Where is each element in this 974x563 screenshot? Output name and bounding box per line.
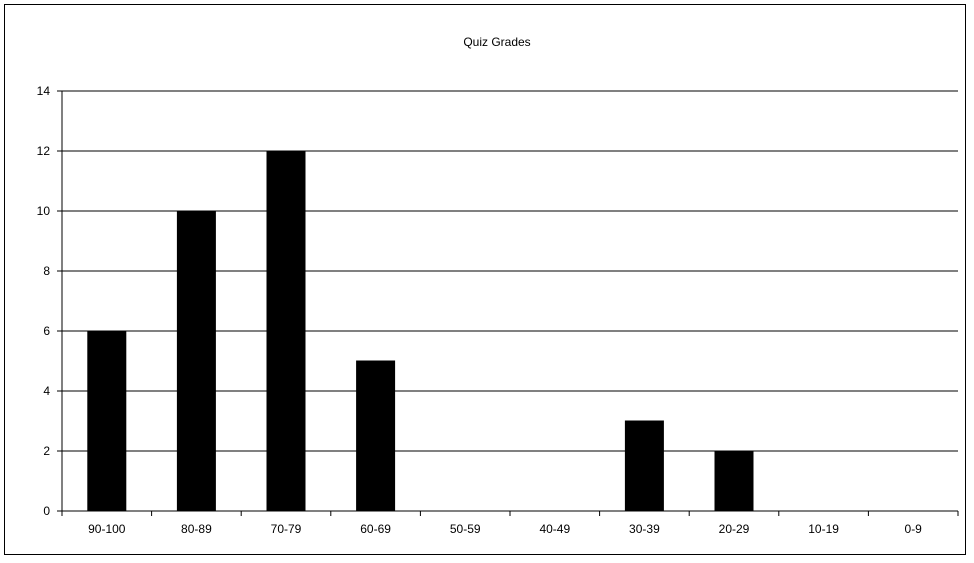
chart-frame [4,4,966,555]
y-tick-label: 8 [43,264,50,278]
x-tick-label: 70-79 [271,522,302,536]
x-tick-label: 60-69 [360,522,391,536]
x-tick-label: 0-9 [905,522,923,536]
x-tick-label: 50-59 [450,522,481,536]
y-tick-label: 0 [43,504,50,518]
x-tick-label: 80-89 [181,522,212,536]
bar [356,360,396,512]
x-tick-label: 20-29 [719,522,750,536]
x-tick-label: 30-39 [629,522,660,536]
y-tick-label: 4 [43,384,50,398]
x-tick-label: 90-100 [88,522,126,536]
y-tick-label: 10 [37,204,51,218]
chart-title: Quiz Grades [463,35,530,49]
bar [87,330,127,512]
y-axis-ticks: 0 2 4 6 8 10 12 14 [37,84,62,518]
y-tick-label: 12 [37,144,51,158]
bar [714,450,754,512]
y-tick-label: 14 [37,84,51,98]
x-tick-label: 10-19 [808,522,839,536]
y-tick-label: 6 [43,324,50,338]
bar [176,210,216,512]
bar [266,150,306,512]
y-tick-label: 2 [43,444,50,458]
x-axis-ticks: 90-100 80-89 70-79 60-69 50-59 40-49 30-39 20-2… [61,511,959,536]
bars [87,150,754,512]
bar [624,420,664,512]
x-tick-label: 40-49 [539,522,570,536]
